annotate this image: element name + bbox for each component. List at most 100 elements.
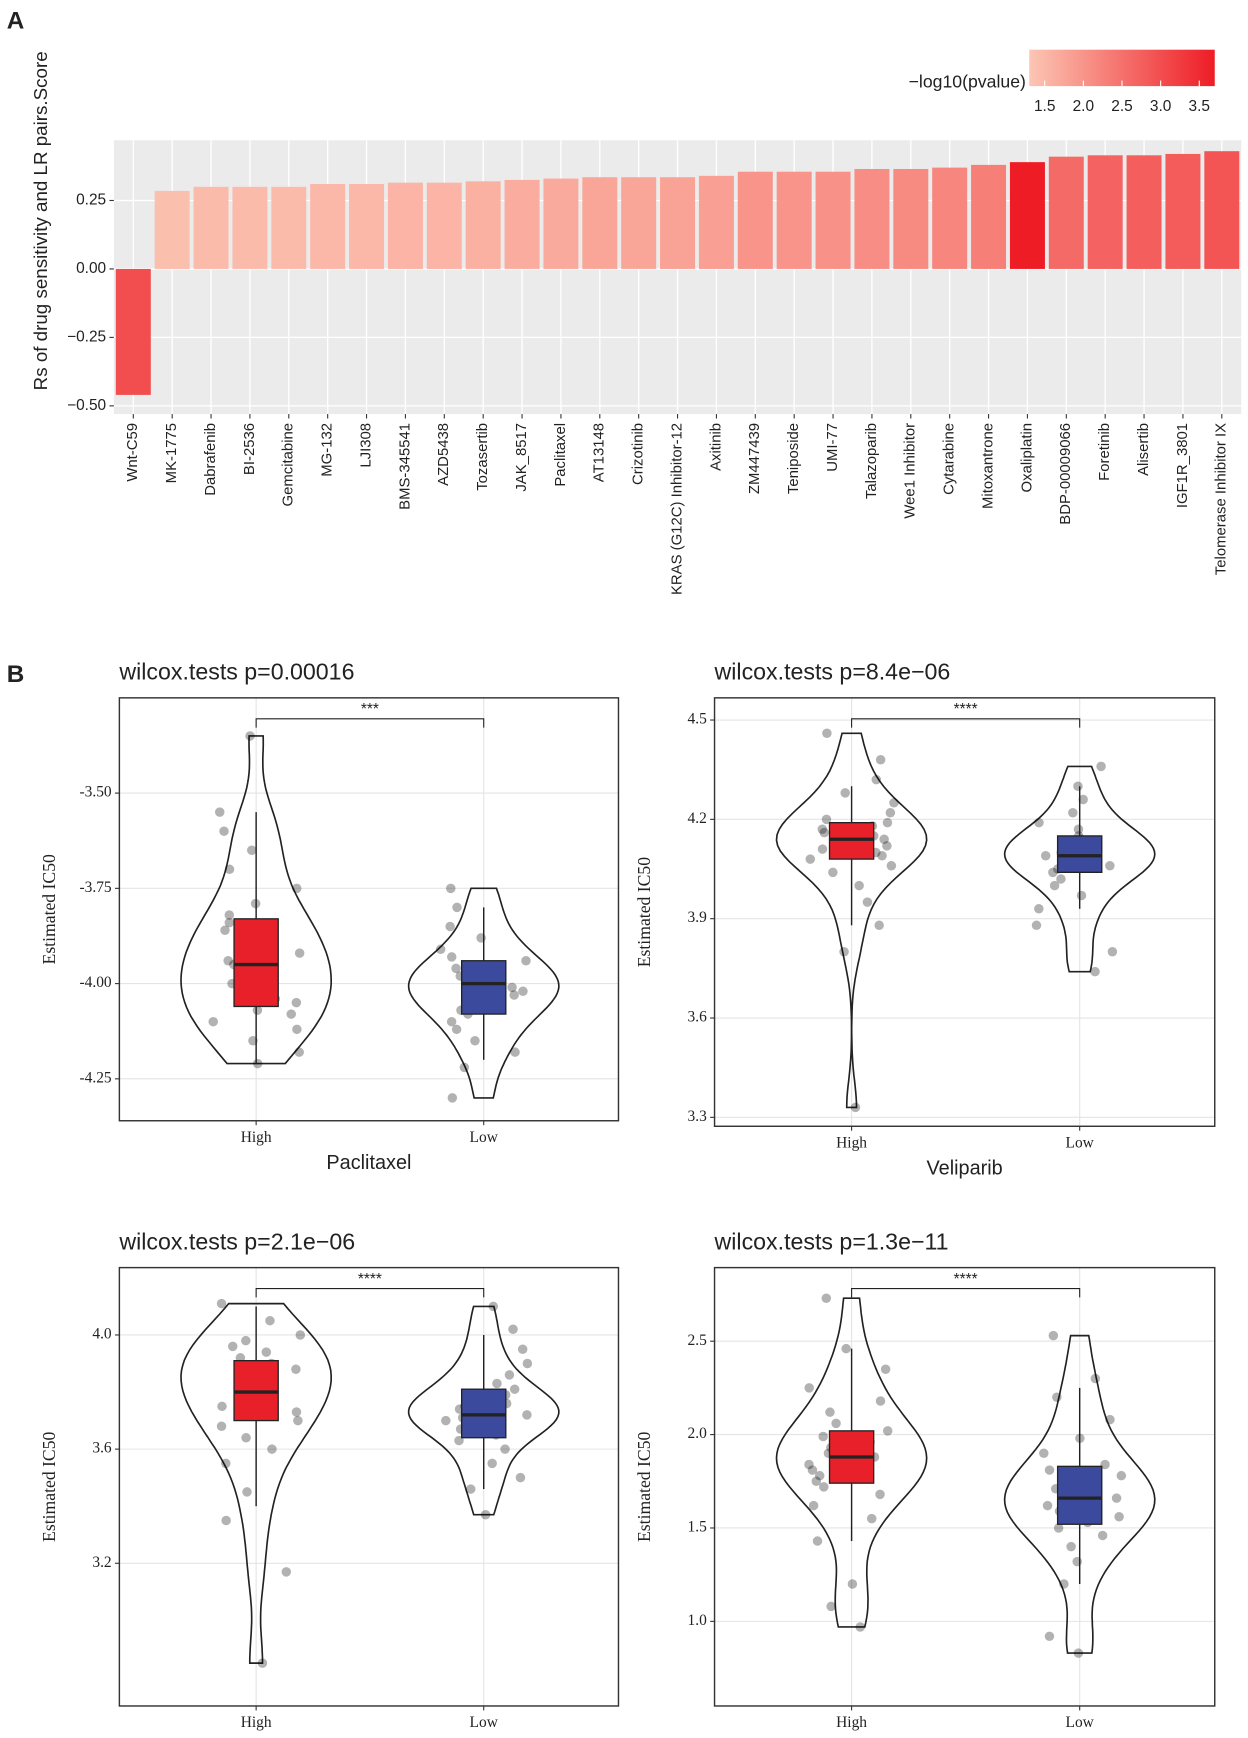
box <box>1056 1465 1103 1525</box>
y-tick-label: 0.25 <box>76 192 106 209</box>
colorbar-tick-label: 3.5 <box>1189 98 1210 115</box>
x-tick-label: Paclitaxel <box>553 423 569 487</box>
bar <box>932 167 968 269</box>
x-tick-label: KRAS (G12C) Inhibitor-12 <box>669 423 685 595</box>
point <box>1100 1459 1110 1470</box>
chart-title: wilcox.tests p=1.3e−11 <box>714 1228 949 1254</box>
bar <box>1165 153 1201 269</box>
point <box>804 1383 814 1393</box>
point <box>522 1410 532 1420</box>
point <box>216 1421 227 1432</box>
violin <box>180 735 332 1065</box>
y-tick-label: 1.0 <box>688 1612 708 1629</box>
point <box>817 824 828 835</box>
point <box>252 1005 263 1016</box>
point <box>221 1458 231 1469</box>
y-tick-label: 3.3 <box>688 1108 708 1125</box>
y-tick-label: 1.5 <box>688 1519 708 1536</box>
panel-border <box>713 697 1216 1127</box>
bar <box>737 171 773 269</box>
point <box>1078 794 1088 805</box>
bar <box>193 186 229 269</box>
point <box>216 1298 227 1309</box>
point <box>1039 1448 1049 1459</box>
point <box>522 1358 533 1369</box>
x-tick-label: UMI-77 <box>825 423 841 472</box>
point <box>1116 1470 1127 1481</box>
violin <box>407 1305 560 1516</box>
x-axis-label: Paclitaxel <box>326 1152 411 1174</box>
point <box>435 944 446 955</box>
point <box>808 1500 819 1511</box>
point <box>508 1324 518 1335</box>
x-tick-label: Low <box>1066 1134 1095 1151</box>
point <box>821 1293 832 1303</box>
point <box>294 1047 304 1057</box>
point <box>221 1515 231 1526</box>
point <box>446 883 456 894</box>
point <box>821 814 832 825</box>
bar <box>310 184 346 269</box>
bar <box>232 186 268 269</box>
panel-label: A <box>7 8 25 35</box>
point <box>804 1459 814 1470</box>
bar <box>698 175 734 269</box>
point <box>451 963 461 974</box>
point <box>871 774 882 785</box>
point <box>267 1444 277 1454</box>
y-axis-label: Estimated IC50 <box>634 1431 654 1542</box>
point <box>1048 867 1058 878</box>
point <box>219 826 229 836</box>
point <box>447 1093 458 1103</box>
point <box>292 1024 302 1035</box>
bar <box>854 168 890 269</box>
x-tick-label: JAK_8517 <box>514 423 530 492</box>
point <box>294 948 305 958</box>
colorbar-tick-label: 2.5 <box>1111 98 1132 115</box>
box <box>233 918 279 1008</box>
point <box>817 844 828 854</box>
point <box>459 1062 470 1073</box>
colorbar-tick-label: 2.0 <box>1073 98 1094 115</box>
point <box>224 910 235 920</box>
point <box>286 1009 296 1019</box>
bar <box>893 168 929 269</box>
box <box>460 960 507 1015</box>
point <box>885 807 896 818</box>
point <box>1105 1414 1115 1425</box>
point <box>291 1407 302 1417</box>
point <box>840 788 850 798</box>
point <box>252 1058 263 1069</box>
point <box>507 982 517 993</box>
bar <box>465 181 501 269</box>
point <box>465 1484 476 1494</box>
point <box>220 925 230 936</box>
point <box>1034 817 1044 828</box>
significance-bracket <box>255 718 485 728</box>
y-tick-label: 3.6 <box>688 1009 708 1026</box>
point <box>850 1102 861 1113</box>
bar <box>504 179 540 269</box>
point <box>875 1396 886 1406</box>
point <box>828 867 838 878</box>
chart-title: wilcox.tests p=8.4e−06 <box>714 659 951 685</box>
point <box>223 955 233 966</box>
point <box>826 1601 836 1612</box>
y-tick-label: 4.0 <box>92 1326 112 1343</box>
panel-label: B <box>7 661 25 688</box>
bar <box>815 171 851 269</box>
point <box>293 1415 303 1426</box>
point <box>261 1347 272 1357</box>
point <box>488 1301 499 1312</box>
y-tick-label: 4.2 <box>688 810 707 827</box>
point <box>487 1458 497 1469</box>
bar <box>1204 151 1240 269</box>
point <box>291 997 302 1008</box>
point <box>215 807 225 817</box>
y-tick-label: 2.0 <box>688 1425 708 1442</box>
point <box>875 755 886 765</box>
x-tick-label: Tozasertib <box>475 423 491 491</box>
point <box>1111 1493 1122 1503</box>
x-tick-label: LJI308 <box>358 423 374 468</box>
point <box>246 845 257 855</box>
